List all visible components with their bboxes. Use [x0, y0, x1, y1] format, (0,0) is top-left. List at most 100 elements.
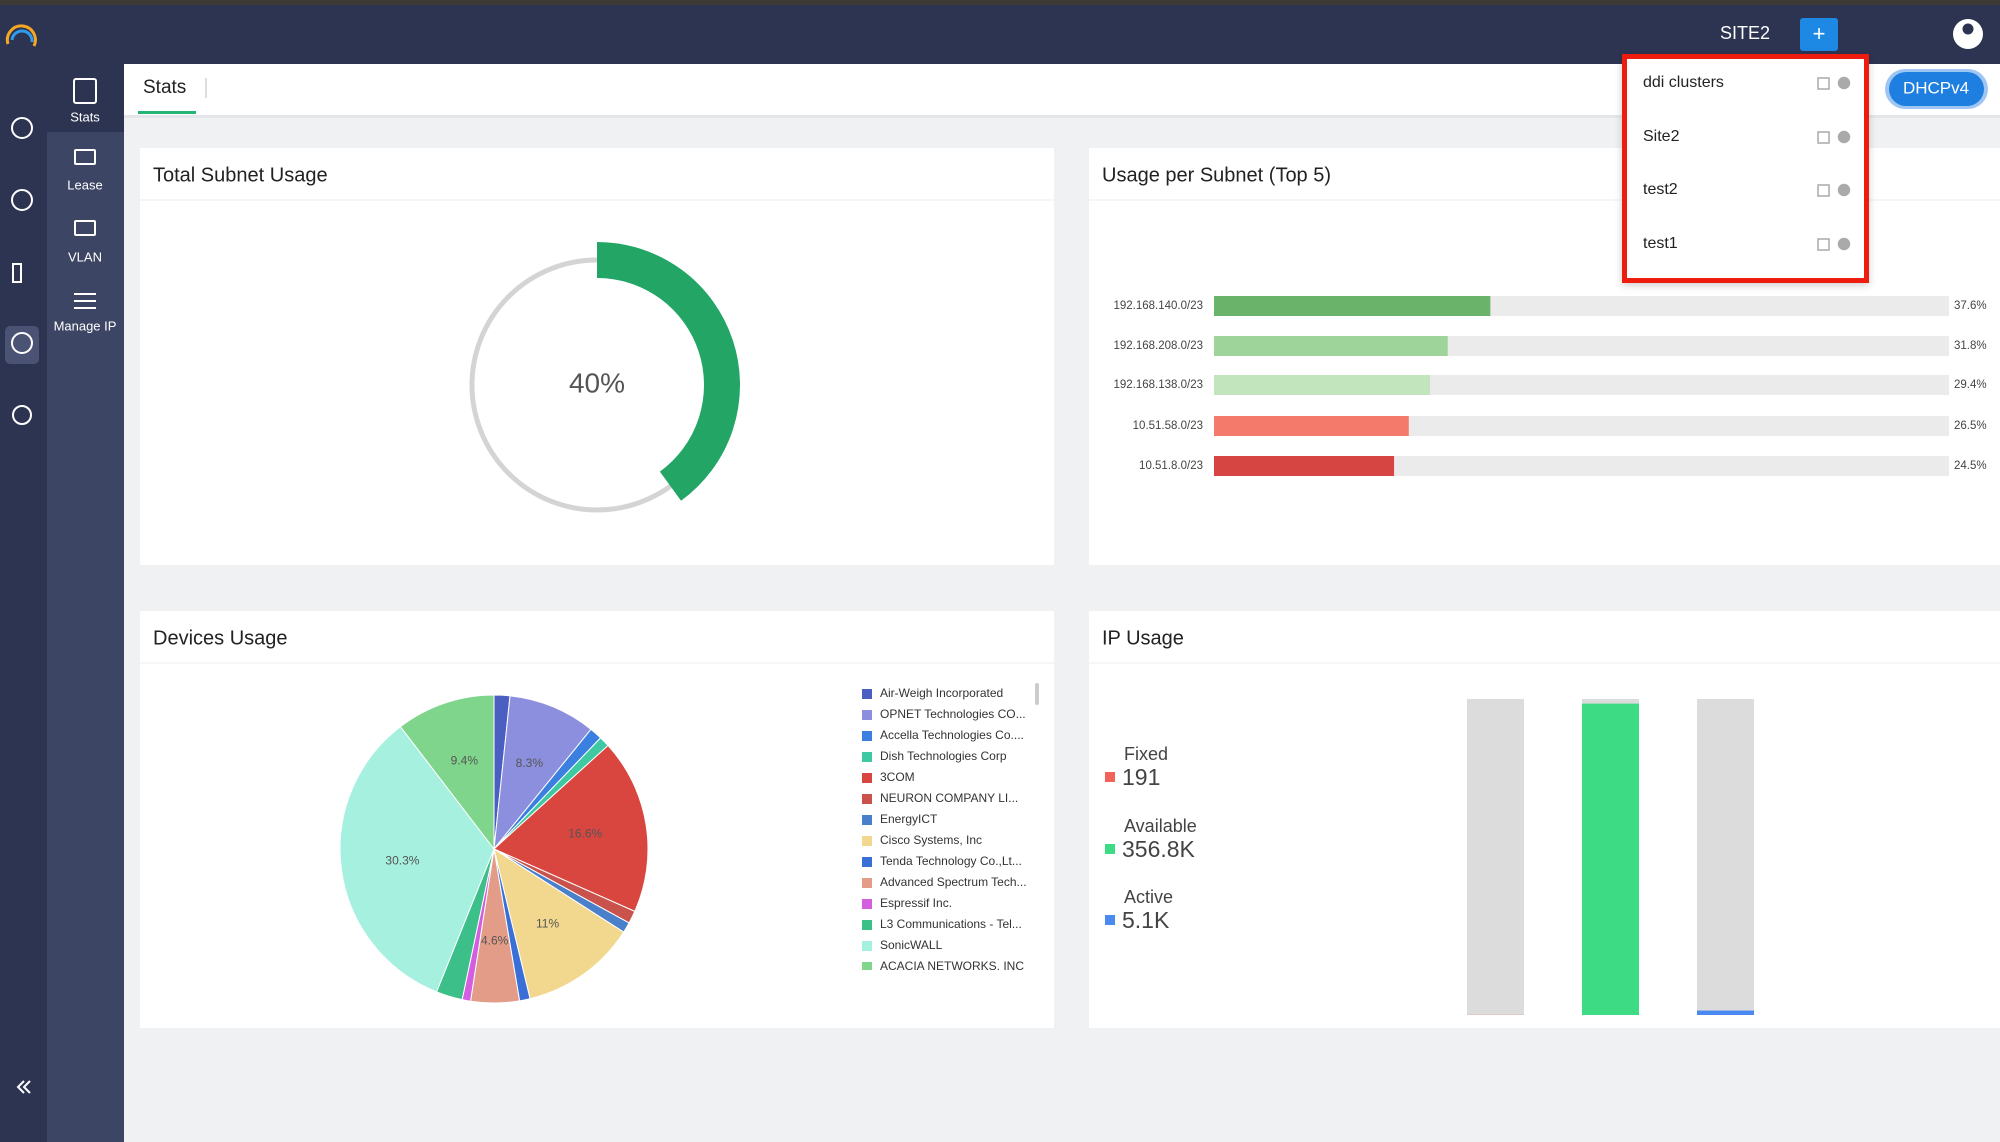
collapse-icon[interactable] — [16, 1080, 31, 1094]
window-edge — [0, 0, 2000, 5]
value-label: 31.8% — [1954, 340, 1987, 352]
legend-label[interactable]: Tenda Technology Co.,Lt... — [880, 854, 1022, 868]
legend-label[interactable]: Advanced Spectrum Tech... — [880, 875, 1027, 889]
sidebar-item[interactable]: Stats — [70, 109, 100, 124]
bar — [1582, 703, 1639, 1015]
legend-swatch — [862, 836, 872, 846]
value-label: 26.5% — [1954, 420, 1987, 432]
site-dropdown: ddi clusters Site2 test2 test1 — [1622, 54, 1869, 283]
dashboard-icon[interactable] — [11, 117, 33, 139]
legend-label[interactable]: L3 Communications - Tel... — [880, 917, 1022, 931]
legend-swatch — [862, 689, 872, 699]
legend-label[interactable]: EnergyICT — [880, 812, 938, 826]
legend: Air-Weigh Incorporated OPNET Technologies… — [862, 686, 1027, 973]
bar-track — [1214, 456, 1949, 476]
sidebar-item[interactable]: VLAN — [68, 249, 102, 264]
slice-label: 16.6% — [568, 826, 602, 840]
legend-label[interactable]: Accella Technologies Co.... — [880, 728, 1024, 742]
panel-title: Total Subnet Usage — [153, 164, 328, 186]
top-bar — [0, 0, 2000, 64]
edit-icon[interactable] — [1817, 77, 1830, 90]
legend-label[interactable]: Cisco Systems, Inc — [880, 833, 982, 847]
legend-label[interactable]: SonicWALL — [880, 938, 943, 952]
bar — [1214, 336, 1448, 356]
panel-title: Devices Usage — [153, 627, 288, 649]
delete-icon[interactable] — [1837, 183, 1851, 197]
user-avatar[interactable] — [958, 19, 1983, 49]
tab-bar-shadow — [124, 115, 2000, 118]
charts: 40% 192.168.140.0/23 37.6% 192.168.208.0/23… — [339, 242, 1987, 1015]
protocol-button-label[interactable]: DHCPv4 — [1903, 78, 1969, 97]
legend-label[interactable]: OPNET Technologies CO... — [880, 707, 1026, 721]
legend-label[interactable]: Dish Technologies Corp — [880, 749, 1007, 763]
pie-slice — [339, 726, 495, 993]
donut-arc — [596, 242, 740, 501]
ipam-icon[interactable] — [12, 263, 22, 283]
value-label: 29.4% — [1954, 379, 1987, 391]
add-button[interactable] — [1800, 18, 1838, 51]
legend-label[interactable]: ACACIA NETWORKS, INC — [880, 959, 1024, 973]
legend-swatch — [862, 794, 872, 804]
sidebar-active — [47, 64, 124, 132]
edit-icon[interactable] — [1817, 184, 1830, 197]
subnet-label: 10.51.58.0/23 — [1133, 420, 1203, 432]
legend-label[interactable]: NEURON COMPANY LI... — [880, 791, 1018, 805]
legend-label[interactable]: 3COM — [880, 770, 915, 784]
legend-label[interactable]: Espressif Inc. — [880, 896, 952, 910]
bar — [1214, 456, 1395, 476]
donut-label: 40% — [569, 367, 625, 398]
edit-icon[interactable] — [1817, 131, 1830, 144]
protocol-button[interactable] — [1889, 72, 1984, 106]
stat-value: 356.8K — [1122, 836, 1196, 862]
subnet-label: 192.168.208.0/23 — [1113, 340, 1203, 352]
dropdown-item[interactable]: ddi clusters — [1643, 74, 1724, 91]
value-label: 37.6% — [1954, 300, 1987, 312]
bar-track — [1467, 699, 1524, 1015]
stats-nav-active[interactable] — [5, 326, 39, 364]
stat-value: 191 — [1122, 764, 1160, 790]
subnet-label: 10.51.8.0/23 — [1139, 460, 1203, 472]
bar — [1214, 375, 1431, 395]
stat-value: 5.1K — [1122, 907, 1170, 933]
legend-swatch — [862, 962, 872, 970]
pie-slice — [399, 694, 495, 851]
legend-swatch — [862, 773, 872, 783]
dropdown-item[interactable]: test1 — [1643, 235, 1678, 252]
legend-label[interactable]: Air-Weigh Incorporated — [880, 686, 1003, 700]
sidebar-icons — [73, 78, 97, 309]
legend-swatch — [862, 710, 872, 720]
highlight-box — [1622, 54, 1869, 283]
add-button-label[interactable]: + — [1813, 21, 1826, 46]
sidebar-item[interactable]: Lease — [67, 177, 102, 192]
panel-title: Usage per Subnet (Top 5) — [1102, 164, 1331, 186]
subnet-label: 192.168.140.0/23 — [1113, 300, 1203, 312]
delete-icon[interactable] — [1837, 237, 1851, 251]
delete-icon[interactable] — [1837, 130, 1851, 144]
legend-scrollbar[interactable] — [1035, 683, 1039, 705]
tab-underline — [138, 111, 196, 114]
bar — [1697, 1010, 1754, 1015]
logo — [5, 24, 37, 47]
legend-swatch — [862, 899, 872, 909]
slice-label: 11% — [536, 916, 559, 930]
legend-swatch — [862, 878, 872, 888]
settings-icon[interactable] — [12, 405, 32, 425]
dropdown-item[interactable]: test2 — [1643, 181, 1678, 198]
bar — [1214, 416, 1409, 436]
delete-icon[interactable] — [1837, 76, 1851, 90]
stat-label: Active — [1124, 887, 1173, 907]
dropdown-panel — [1622, 54, 1869, 283]
bar — [1214, 296, 1491, 316]
panel — [140, 148, 1054, 565]
dropdown-item[interactable]: Site2 — [1643, 128, 1680, 145]
pie-slice — [493, 744, 649, 913]
edit-icon[interactable] — [1817, 238, 1830, 251]
tab[interactable]: Stats — [143, 77, 186, 98]
panel — [1089, 611, 2000, 1028]
sidebar-item[interactable]: Manage IP — [54, 318, 117, 333]
dns-icon[interactable] — [11, 189, 33, 211]
legend-swatch — [862, 731, 872, 741]
legend-swatch — [862, 752, 872, 762]
site-name: SITE2 — [1720, 23, 1770, 43]
stats-icon[interactable] — [11, 332, 33, 354]
